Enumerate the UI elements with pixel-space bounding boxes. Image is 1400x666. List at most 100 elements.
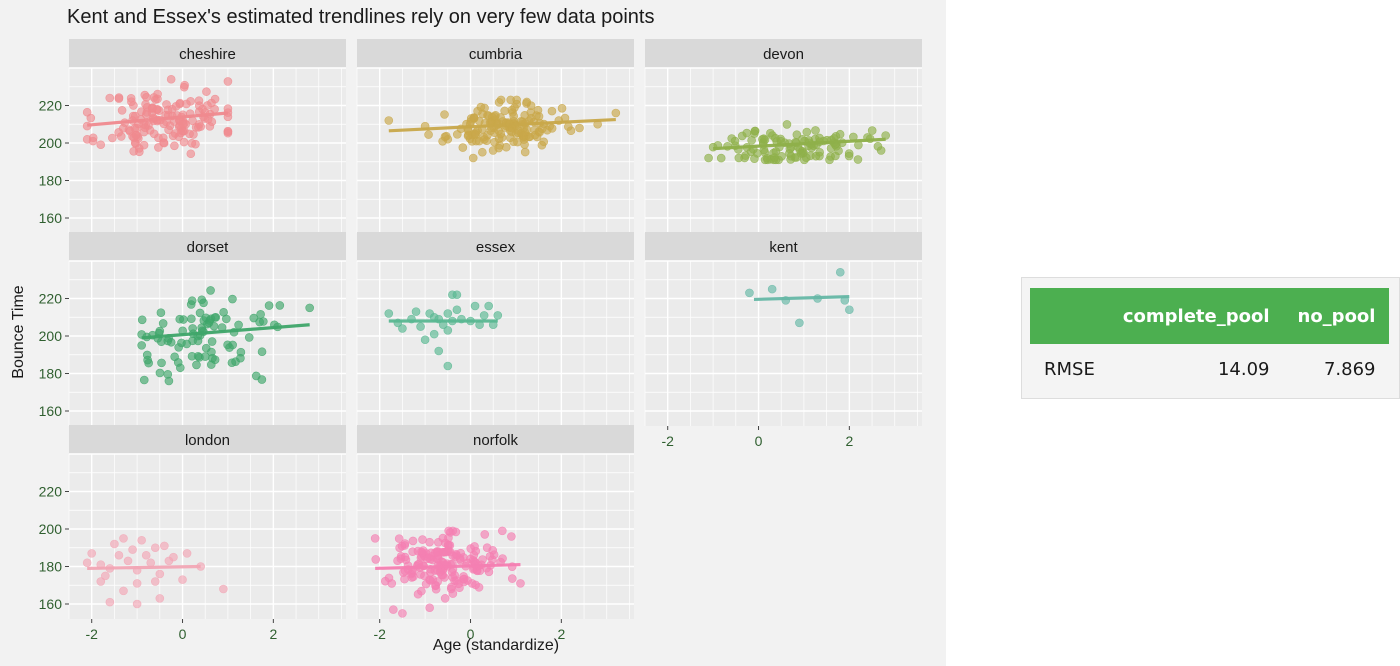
table-header-cell: complete_pool [1108, 288, 1284, 344]
data-point [425, 603, 434, 613]
y-axis-title: Bounce Time [10, 285, 27, 378]
data-point [802, 127, 812, 137]
data-point [429, 329, 439, 339]
data-point [82, 107, 92, 117]
data-point [153, 94, 162, 104]
data-point [458, 143, 468, 152]
data-point [478, 109, 487, 119]
data-point [210, 104, 219, 114]
data-point [195, 308, 205, 318]
data-point [424, 553, 433, 562]
data-point [873, 141, 883, 151]
data-point [168, 131, 178, 141]
y-tick-label: 160 [39, 596, 63, 612]
data-point [114, 94, 124, 103]
data-point [155, 569, 165, 579]
data-point [704, 153, 713, 163]
data-point [137, 341, 146, 350]
x-tick-label: 2 [269, 626, 277, 642]
data-point [191, 139, 200, 149]
facet-strip [645, 39, 922, 68]
data-point [488, 546, 498, 555]
data-point [206, 286, 215, 295]
trend-line [87, 111, 229, 127]
data-point [196, 122, 205, 131]
data-point [811, 126, 820, 135]
data-point [535, 127, 544, 137]
data-point [87, 549, 97, 558]
data-point [126, 93, 136, 103]
data-point [119, 586, 128, 596]
data-point [795, 318, 804, 328]
data-point [443, 326, 453, 335]
data-point [155, 368, 165, 378]
table-header-cell [1030, 288, 1109, 344]
data-point [118, 123, 128, 133]
data-point [770, 153, 779, 162]
data-point [747, 136, 756, 145]
data-point [488, 555, 497, 564]
data-point [806, 151, 815, 160]
facet-strip [357, 425, 634, 454]
data-point [716, 153, 726, 163]
data-point [82, 558, 92, 568]
data-point [611, 108, 621, 118]
data-point [452, 576, 461, 585]
y-tick-label: 160 [39, 210, 63, 226]
facet-label: cumbria [469, 46, 523, 63]
data-point [478, 555, 487, 564]
data-point [155, 326, 165, 336]
y-tick-label: 180 [39, 366, 63, 382]
data-point [478, 147, 487, 157]
panel-background [645, 68, 922, 233]
x-tick-label: -2 [85, 626, 98, 642]
data-point [228, 294, 237, 304]
facet-strip [357, 232, 634, 261]
x-tick-label: -2 [373, 626, 386, 642]
data-point [387, 579, 397, 588]
data-point [210, 313, 220, 322]
data-point [139, 375, 149, 385]
trend-line [141, 323, 310, 340]
y-tick-label: 180 [39, 173, 63, 189]
data-point [533, 105, 543, 115]
data-point [207, 347, 216, 357]
facet-label: london [185, 432, 230, 449]
data-point [440, 110, 449, 119]
data-point [178, 575, 187, 584]
data-point [187, 314, 196, 324]
data-point [182, 99, 191, 109]
y-tick-label: 180 [39, 559, 63, 575]
data-point [479, 132, 488, 142]
data-point [512, 95, 521, 105]
data-point [393, 556, 402, 566]
data-point [798, 149, 808, 158]
data-point [745, 288, 754, 298]
data-point [129, 146, 138, 156]
data-point [101, 571, 110, 581]
data-point [845, 305, 854, 315]
data-point [510, 103, 519, 112]
rmse-table-card: complete_pool no_pool RMSE 14.09 7.869 [1021, 277, 1400, 399]
data-point [147, 103, 157, 113]
data-point [105, 93, 115, 103]
data-point [539, 137, 549, 147]
data-point [223, 77, 233, 86]
data-point [179, 137, 189, 147]
data-point [468, 153, 478, 163]
data-point [509, 111, 519, 121]
data-point [853, 155, 863, 164]
data-point [400, 541, 409, 550]
data-point [199, 298, 208, 308]
data-point [766, 128, 775, 138]
data-point [143, 355, 152, 365]
x-tick-label: 2 [557, 626, 565, 642]
data-point [428, 575, 438, 584]
data-point [180, 80, 189, 90]
y-tick-label: 220 [39, 291, 63, 307]
data-point [417, 586, 426, 596]
data-point [132, 599, 142, 609]
data-point [815, 147, 824, 157]
data-point [471, 580, 480, 590]
